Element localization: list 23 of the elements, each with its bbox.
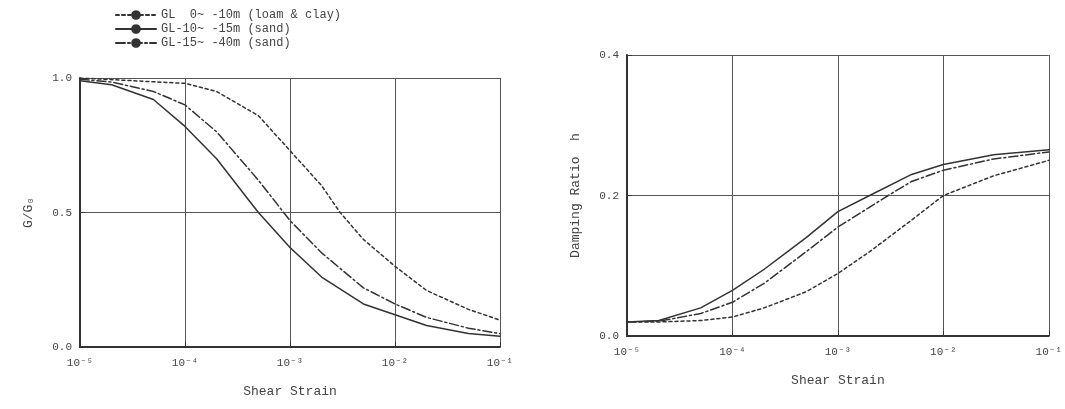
y-tick-label: 0.2 — [599, 189, 619, 202]
y-axis-title: Damping Ratio h — [568, 133, 583, 258]
legend-label: GL-10~ -15m (sand) — [161, 22, 291, 36]
x-tick-label: 10⁻¹ — [486, 356, 514, 369]
x-axis-title: Shear Strain — [791, 373, 885, 388]
legend-label: GL-15~ -40m (sand) — [161, 36, 291, 50]
y-tick-label: 0.0 — [52, 341, 72, 353]
y-tick-label: 0.4 — [599, 49, 620, 61]
y-axis-title: G/G₀ — [21, 196, 36, 229]
y-tick-label: 0.5 — [52, 206, 72, 219]
x-tick-label: 10⁻² — [930, 345, 957, 358]
x-tick-label: 10⁻³ — [276, 356, 304, 369]
x-axis-title: Shear Strain — [243, 384, 337, 399]
y-tick-label: 0.0 — [599, 330, 619, 342]
legend-label: GL 0~ -10m (loam & clay) — [161, 8, 342, 22]
x-tick-label: 10⁻¹ — [1035, 345, 1063, 358]
x-tick-label: 10⁻⁴ — [171, 356, 199, 369]
x-tick-label: 10⁻⁴ — [719, 345, 746, 358]
x-tick-label: 10⁻² — [381, 356, 409, 369]
x-tick-label: 10⁻³ — [824, 345, 852, 358]
y-tick-label: 1.0 — [52, 72, 72, 84]
x-tick-label: 10⁻⁵ — [66, 356, 94, 369]
x-tick-label: 10⁻⁵ — [613, 345, 641, 358]
